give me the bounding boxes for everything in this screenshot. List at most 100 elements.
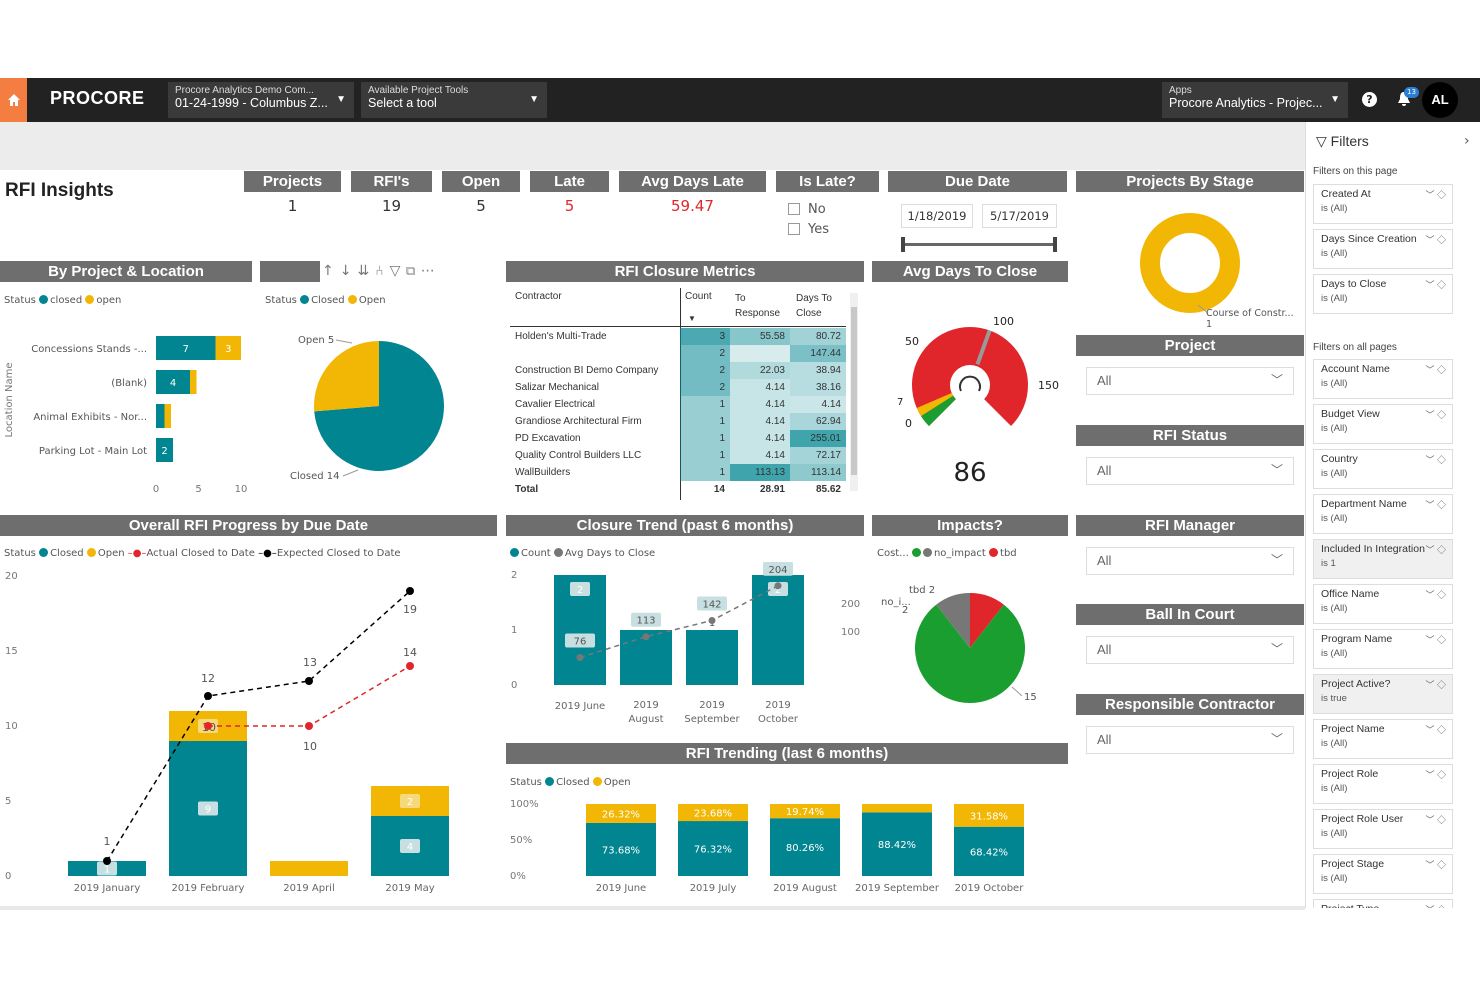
eraser-icon[interactable]: ◇ — [1436, 235, 1446, 245]
scrollbar-thumb[interactable] — [851, 307, 857, 475]
is-late-yes-option[interactable]: Yes — [788, 222, 829, 237]
apps-selector[interactable]: Apps Procore Analytics - Projec... ▼ — [1162, 82, 1348, 118]
avg-days-point[interactable] — [576, 653, 584, 661]
table-row[interactable]: Quality Control Builders LLC 1 4.14 72.17 — [510, 447, 846, 464]
filter-card[interactable]: Account Name is (All) ﹀ ◇ — [1313, 359, 1453, 399]
checkbox-yes[interactable] — [788, 223, 800, 235]
col-count[interactable]: Count — [685, 291, 712, 302]
filter-card[interactable]: Project Role User is (All) ﹀ ◇ — [1313, 809, 1453, 849]
pie-slice-cost[interactable] — [915, 604, 1025, 703]
checkbox-no[interactable] — [788, 203, 800, 215]
pie-slice-closed[interactable] — [314, 341, 444, 471]
chevron-down-icon[interactable]: ﹀ — [1425, 680, 1435, 690]
expected-closed-line[interactable] — [106, 590, 411, 862]
col-days-to-close[interactable]: Days To Close — [796, 291, 832, 321]
filter-card-controls[interactable]: ﹀ ◇ — [1425, 723, 1446, 736]
bar-open[interactable] — [270, 861, 348, 876]
avg-days-close-gauge[interactable]: 100 50 150 7 0 86 — [872, 285, 1068, 500]
expected-point[interactable] — [305, 677, 313, 685]
col-contractor[interactable]: Contractor — [515, 291, 562, 302]
bar-open[interactable] — [678, 804, 748, 822]
filter-card[interactable]: Office Name is (All) ﹀ ◇ — [1313, 584, 1453, 624]
filter-card[interactable]: Project Type﹀ ◇ — [1313, 899, 1453, 908]
stage-slice-course-of-construction[interactable] — [1140, 213, 1240, 313]
filter-card-controls[interactable]: ﹀ ◇ — [1425, 678, 1446, 691]
impacts-pie-chart[interactable]: tbd 2 no_i... 2 15 — [872, 562, 1068, 722]
project-dropdown[interactable]: All ﹀ — [1086, 367, 1294, 395]
chevron-down-icon[interactable]: ﹀ — [1425, 190, 1435, 200]
avg-days-point[interactable] — [774, 582, 782, 590]
chevron-down-icon[interactable]: ﹀ — [1425, 545, 1435, 555]
expected-point[interactable] — [103, 857, 111, 865]
rfi-trending-chart[interactable]: 0% 50% 100% 73.68% 26.32% 2019 June 76.32% 23.6… — [506, 792, 1068, 902]
bar-open[interactable] — [954, 804, 1024, 827]
bar-closed[interactable] — [770, 818, 840, 876]
filter-card[interactable]: Country is (All) ﹀ ◇ — [1313, 449, 1453, 489]
due-date-slider-end-handle[interactable] — [1053, 237, 1057, 252]
pie-slice-no-impact[interactable] — [936, 593, 970, 648]
chevron-down-icon[interactable]: ﹀ — [1425, 365, 1435, 375]
drill-down-icon[interactable]: ↓ — [339, 263, 358, 279]
bar-open[interactable] — [862, 804, 932, 813]
avg-days-line[interactable] — [579, 585, 779, 659]
collapse-filters-icon[interactable]: › — [1464, 133, 1470, 149]
gauge-band-green[interactable] — [921, 395, 956, 427]
help-icon[interactable]: ? — [1362, 92, 1377, 107]
eraser-icon[interactable]: ◇ — [1436, 725, 1446, 735]
table-row[interactable]: Construction BI Demo Company 2 22.03 38.94 — [510, 362, 846, 379]
filter-card[interactable]: Department Name is (All) ﹀ ◇ — [1313, 494, 1453, 534]
eraser-icon[interactable]: ◇ — [1436, 770, 1446, 780]
chevron-down-icon[interactable]: ﹀ — [1425, 770, 1435, 780]
bar-closed[interactable] — [586, 822, 656, 876]
filter-card[interactable]: Project Role is (All) ﹀ ◇ — [1313, 764, 1453, 804]
rfi-manager-dropdown[interactable]: All ﹀ — [1086, 547, 1294, 575]
eraser-icon[interactable]: ◇ — [1436, 455, 1446, 465]
chevron-down-icon[interactable]: ﹀ — [1425, 280, 1435, 290]
bar-closed[interactable] — [156, 438, 173, 462]
is-late-no-option[interactable]: No — [788, 202, 826, 217]
expected-point[interactable] — [406, 587, 414, 595]
bar-closed[interactable] — [678, 821, 748, 876]
chevron-down-icon[interactable]: ﹀ — [1425, 905, 1434, 908]
filter-card-controls[interactable]: ﹀ ◇ — [1425, 588, 1446, 601]
table-row[interactable]: PD Excavation 1 4.14 255.01 — [510, 430, 846, 447]
gauge-band-yellow[interactable] — [916, 392, 954, 417]
actual-point[interactable] — [305, 722, 313, 730]
filter-card-controls[interactable]: ﹀ ◇ — [1425, 233, 1446, 246]
notifications-button[interactable]: 13 — [1396, 87, 1419, 111]
table-row[interactable]: Grandiose Architectural Firm 1 4.14 62.94 — [510, 413, 846, 430]
eraser-icon[interactable]: ◇ — [1436, 410, 1446, 420]
user-avatar[interactable]: AL — [1422, 82, 1458, 118]
filter-card-controls[interactable]: ﹀ ◇ — [1425, 768, 1446, 781]
bar-open[interactable] — [770, 804, 840, 819]
bar-open[interactable] — [586, 804, 656, 823]
filter-card[interactable]: Program Name is (All) ﹀ ◇ — [1313, 629, 1453, 669]
due-date-slider-track[interactable] — [903, 243, 1056, 246]
filter-card[interactable]: Days to Close is (All) ﹀ ◇ — [1313, 274, 1453, 314]
actual-point[interactable] — [204, 722, 212, 730]
bar-closed[interactable] — [156, 404, 165, 428]
filter-card-controls[interactable]: ﹀ ◇ — [1425, 813, 1446, 826]
filter-card[interactable]: Created At is (All) ﹀ ◇ — [1313, 184, 1453, 224]
chevron-down-icon[interactable]: ﹀ — [1425, 410, 1435, 420]
filter-card[interactable]: Days Since Creation is (All) ﹀ ◇ — [1313, 229, 1453, 269]
filter-card-controls[interactable]: ﹀ ◇ — [1425, 903, 1446, 908]
chevron-down-icon[interactable]: ﹀ — [1425, 635, 1435, 645]
bar-closed[interactable] — [862, 812, 932, 876]
filter-card-controls[interactable]: ﹀ ◇ — [1425, 498, 1446, 511]
expected-point[interactable] — [204, 692, 212, 700]
table-row[interactable]: 2 147.44 — [510, 345, 846, 362]
bar-closed[interactable] — [156, 370, 190, 394]
overall-progress-chart[interactable]: 0 5 10 15 20 2019 January 1 2019 February 9 2 2019… — [0, 562, 497, 902]
filter-card-controls[interactable]: ﹀ ◇ — [1425, 543, 1446, 556]
ball-in-court-dropdown[interactable]: All ﹀ — [1086, 636, 1294, 664]
projects-by-stage-donut[interactable]: Course of Constr... 1 — [1130, 205, 1310, 330]
table-row[interactable]: Holden's Multi-Trade 3 55.58 80.72 — [510, 328, 846, 345]
rfi-status-dropdown[interactable]: All ﹀ — [1086, 457, 1294, 485]
actual-point[interactable] — [406, 662, 414, 670]
sort-desc-icon[interactable]: ▼ — [688, 314, 696, 323]
chevron-down-icon[interactable]: ﹀ — [1425, 500, 1435, 510]
drill-up-icon[interactable]: ↑ — [322, 263, 340, 279]
expand-all-icon[interactable]: ⇊ — [357, 263, 376, 279]
